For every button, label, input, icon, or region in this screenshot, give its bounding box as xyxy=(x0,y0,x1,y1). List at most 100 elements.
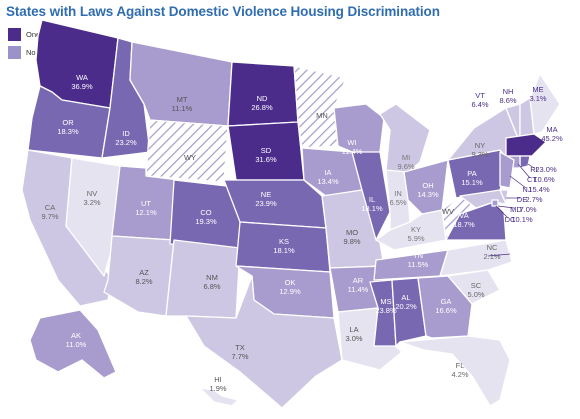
state-label-nh: NH xyxy=(503,87,514,96)
state-label-il: IL xyxy=(369,195,375,204)
state-label-de: DE xyxy=(517,195,527,204)
state-value-nj: 15.4% xyxy=(528,185,550,194)
state-value-sd: 31.6% xyxy=(255,155,277,164)
state-value-vt: 6.4% xyxy=(471,100,488,109)
state-value-ct: 10.6% xyxy=(533,175,555,184)
state-value-mi: 9.6% xyxy=(397,162,414,171)
state-label-ar: AR xyxy=(353,276,364,285)
state-label-me: ME xyxy=(532,85,543,94)
state-value-mt: 11.1% xyxy=(172,104,193,113)
state-ms[interactable] xyxy=(369,279,397,347)
state-wy[interactable] xyxy=(145,119,229,183)
state-label-ut: UT xyxy=(141,199,151,208)
state-value-nc: 2.1% xyxy=(483,252,500,261)
state-label-nd: ND xyxy=(257,94,268,103)
state-value-ma: 45.2% xyxy=(541,134,563,143)
state-sc[interactable] xyxy=(447,269,501,305)
state-value-ok: 12.9% xyxy=(279,287,301,296)
state-value-in: 6.5% xyxy=(389,198,406,207)
state-dc[interactable] xyxy=(491,199,499,207)
state-nc[interactable] xyxy=(439,239,513,277)
state-label-pa: PA xyxy=(467,169,476,178)
callout-line-5 xyxy=(495,205,509,219)
state-fl[interactable] xyxy=(399,335,511,407)
state-mi[interactable] xyxy=(379,103,431,177)
state-label-wv: WV xyxy=(442,207,454,216)
state-label-ca: CA xyxy=(45,203,55,212)
state-md[interactable] xyxy=(459,189,507,209)
state-value-nm: 6.8% xyxy=(203,282,220,291)
state-label-ri: RI xyxy=(530,165,538,174)
state-al[interactable] xyxy=(391,277,427,347)
state-ma[interactable] xyxy=(505,133,547,157)
state-label-wa: WA xyxy=(76,73,88,82)
state-label-al: AL xyxy=(401,293,410,302)
state-va[interactable] xyxy=(445,201,507,241)
state-hi[interactable] xyxy=(199,387,239,407)
state-ri[interactable] xyxy=(519,155,531,169)
state-label-vt: VT xyxy=(475,91,485,100)
state-value-ca: 9.7% xyxy=(41,212,58,221)
state-tx[interactable] xyxy=(185,275,343,409)
state-value-ri: 23.0% xyxy=(535,165,557,174)
state-label-mt: MT xyxy=(177,95,188,104)
state-label-wi: WI xyxy=(347,138,356,147)
state-nv[interactable] xyxy=(65,157,121,277)
state-label-in: IN xyxy=(394,189,402,198)
state-label-mn: MN xyxy=(316,111,328,120)
state-value-ia: 13.4% xyxy=(317,177,339,186)
state-label-ne: NE xyxy=(261,190,271,199)
state-label-nc: NC xyxy=(487,243,498,252)
state-value-az: 8.2% xyxy=(135,277,152,286)
state-value-me: 3.1% xyxy=(529,94,546,103)
state-value-co: 19.3% xyxy=(195,217,217,226)
state-label-la: LA xyxy=(349,325,358,334)
state-value-sc: 5.0% xyxy=(467,290,484,299)
state-il[interactable] xyxy=(351,151,391,241)
state-label-va: VA xyxy=(459,211,468,220)
callout-line-2 xyxy=(509,175,527,189)
state-value-ar: 11.4% xyxy=(348,285,369,294)
state-label-md: MD xyxy=(510,205,522,214)
state-value-hi: 1.9% xyxy=(209,384,226,393)
state-label-or: OR xyxy=(62,118,74,127)
callout-line-4 xyxy=(497,205,515,209)
state-label-ms: MS xyxy=(380,297,391,306)
state-label-tn: TN xyxy=(413,251,423,260)
map-title: States with Laws Against Domestic Violen… xyxy=(6,4,440,19)
state-value-wa: 36.9% xyxy=(71,82,93,91)
callout-line-0 xyxy=(527,163,535,169)
state-label-ks: KS xyxy=(279,237,289,246)
state-value-ny: 9.3% xyxy=(471,150,488,159)
state-value-la: 3.0% xyxy=(345,334,362,343)
state-label-ny: NY xyxy=(475,141,485,150)
state-value-al: 20.2% xyxy=(395,302,417,311)
state-me[interactable] xyxy=(529,73,561,135)
state-oh[interactable] xyxy=(403,159,449,215)
state-value-ky: 5.9% xyxy=(407,234,424,243)
state-label-nv: NV xyxy=(87,189,97,198)
state-value-tx: 7.7% xyxy=(231,352,248,361)
state-nj[interactable] xyxy=(499,151,515,189)
state-value-oh: 14.3% xyxy=(417,190,439,199)
state-value-pa: 15.1% xyxy=(461,178,483,187)
state-value-nd: 26.8% xyxy=(251,103,273,112)
state-value-or: 18.3% xyxy=(57,127,79,136)
callout-line-1 xyxy=(517,163,531,179)
legend-swatch-laws xyxy=(8,27,21,41)
state-value-dc: 10.1% xyxy=(511,215,533,224)
state-label-sd: SD xyxy=(261,146,272,155)
state-value-nh: 8.6% xyxy=(499,96,516,105)
state-value-wi: 11.4% xyxy=(342,147,363,156)
state-label-ga: GA xyxy=(441,297,452,306)
state-ak[interactable] xyxy=(29,309,117,379)
state-value-tn: 11.5% xyxy=(408,260,429,269)
state-label-mo: MO xyxy=(346,228,358,237)
state-nm[interactable] xyxy=(165,239,241,319)
state-value-mo: 9.8% xyxy=(343,237,360,246)
state-value-ga: 16.6% xyxy=(435,306,457,315)
state-value-ks: 18.1% xyxy=(273,246,295,255)
state-label-ak: AK xyxy=(71,331,81,340)
state-label-oh: OH xyxy=(422,181,433,190)
